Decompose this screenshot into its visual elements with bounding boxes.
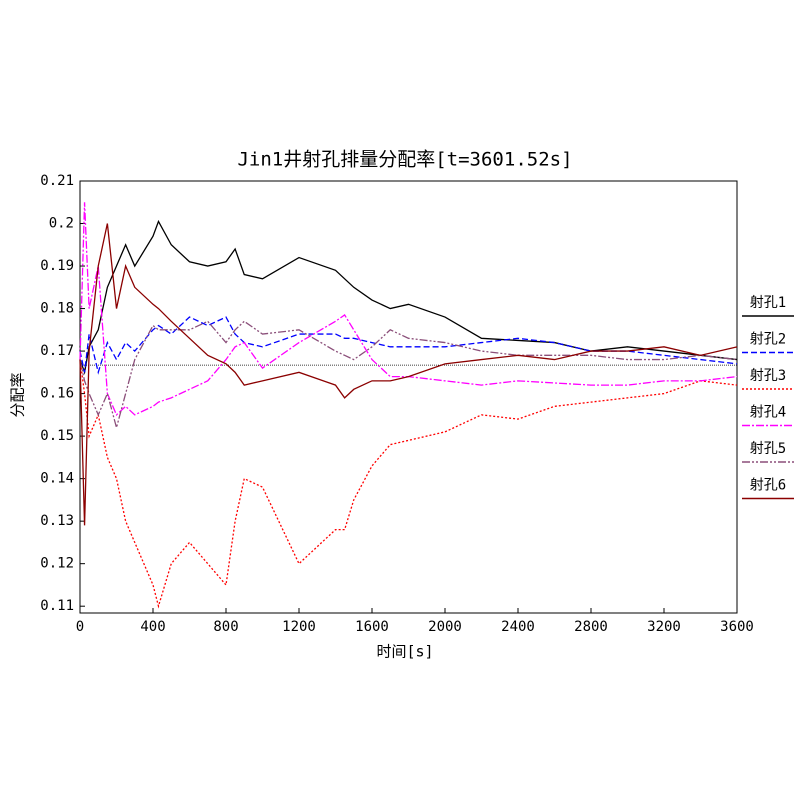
legend-label: 射孔3 [750, 368, 786, 384]
legend-label: 射孔6 [750, 478, 786, 494]
y-tick-label: 0.13 [40, 513, 74, 529]
series-line [79, 223, 738, 526]
x-tick-label: 1200 [282, 619, 316, 635]
x-axis-label: 时间[s] [376, 643, 433, 661]
legend-label: 射孔1 [750, 295, 786, 311]
x-tick-label: 3600 [720, 619, 754, 635]
x-tick-label: 400 [140, 619, 165, 635]
x-tick-label: 1600 [355, 619, 389, 635]
legend-label: 射孔5 [750, 441, 786, 457]
plot-frame [79, 180, 738, 614]
series-line [79, 316, 738, 375]
y-axis-label: 分配率 [9, 372, 27, 417]
x-tick-label: 3200 [647, 619, 681, 635]
legend-label: 射孔2 [750, 332, 786, 348]
x-tick-label: 800 [213, 619, 238, 635]
y-tick-label: 0.15 [40, 428, 74, 444]
legend-label: 射孔4 [750, 405, 786, 421]
series-line [79, 202, 738, 416]
series-line [79, 320, 738, 431]
y-tick-label: 0.2 [49, 216, 74, 232]
series-line [79, 219, 738, 375]
x-tick-label: 2800 [574, 619, 608, 635]
y-tick-label: 0.18 [40, 301, 74, 317]
y-tick-label: 0.14 [40, 471, 74, 487]
series-line [79, 359, 738, 609]
y-tick-label: 0.21 [40, 173, 74, 189]
chart-title: Jin1井射孔排量分配率[t=3601.52s] [237, 149, 572, 171]
y-tick-label: 0.11 [40, 598, 74, 614]
y-tick-label: 0.16 [40, 386, 74, 402]
y-tick-label: 0.17 [40, 343, 74, 359]
y-tick-label: 0.12 [40, 556, 74, 572]
x-tick-label: 2400 [501, 619, 535, 635]
y-tick-label: 0.19 [40, 258, 74, 274]
x-tick-label: 2000 [428, 619, 462, 635]
x-tick-label: 0 [76, 619, 84, 635]
